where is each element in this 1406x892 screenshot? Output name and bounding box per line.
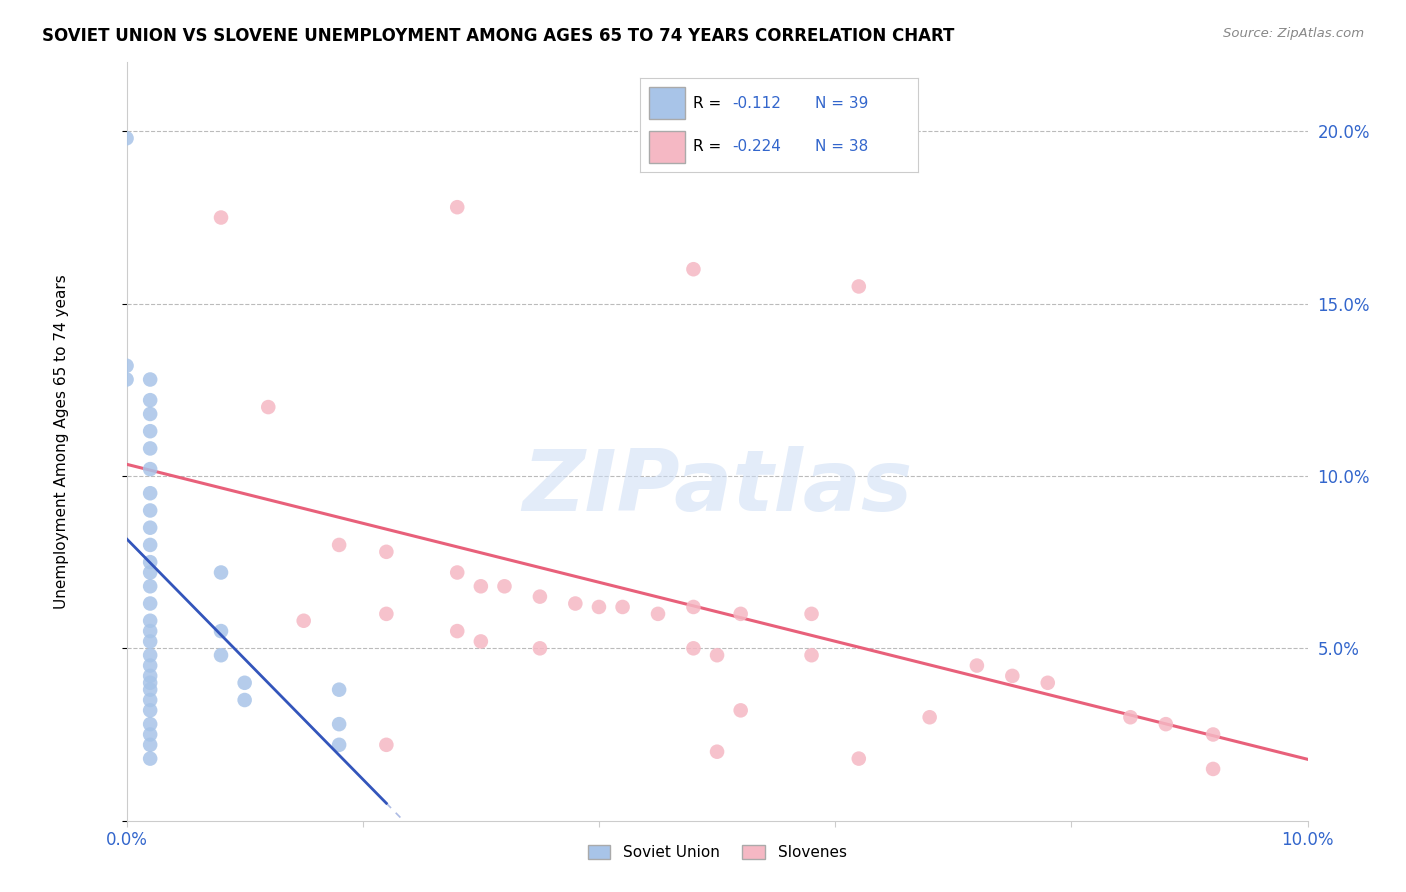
Point bbox=[328, 738, 350, 752]
Point bbox=[139, 372, 162, 386]
Point bbox=[375, 607, 398, 621]
Point bbox=[328, 538, 350, 552]
Point bbox=[139, 503, 162, 517]
Text: Source: ZipAtlas.com: Source: ZipAtlas.com bbox=[1223, 27, 1364, 40]
Point bbox=[470, 579, 492, 593]
Point bbox=[375, 545, 398, 559]
Point bbox=[139, 648, 162, 663]
Point bbox=[1202, 762, 1225, 776]
Point bbox=[139, 624, 162, 639]
Point bbox=[730, 703, 752, 717]
Point bbox=[139, 597, 162, 611]
Point bbox=[209, 624, 232, 639]
Point bbox=[139, 727, 162, 741]
Point bbox=[115, 131, 138, 145]
Point bbox=[139, 462, 162, 476]
Point bbox=[139, 555, 162, 569]
Point bbox=[139, 717, 162, 731]
Point bbox=[139, 614, 162, 628]
Point bbox=[328, 717, 350, 731]
Point bbox=[800, 607, 823, 621]
Point bbox=[682, 599, 704, 614]
Point bbox=[1119, 710, 1142, 724]
Point bbox=[139, 393, 162, 408]
Point bbox=[139, 442, 162, 456]
Text: ZIPatlas: ZIPatlas bbox=[522, 445, 912, 529]
Text: Unemployment Among Ages 65 to 74 years: Unemployment Among Ages 65 to 74 years bbox=[53, 274, 69, 609]
Point bbox=[139, 634, 162, 648]
Point bbox=[564, 597, 586, 611]
Point bbox=[115, 372, 138, 386]
Point bbox=[682, 262, 704, 277]
Point bbox=[470, 634, 492, 648]
Point bbox=[139, 693, 162, 707]
Point bbox=[612, 599, 634, 614]
Point bbox=[209, 566, 232, 580]
Point bbox=[233, 693, 256, 707]
Point bbox=[115, 359, 138, 373]
Point bbox=[706, 745, 728, 759]
Point bbox=[706, 648, 728, 663]
Point bbox=[139, 579, 162, 593]
Point bbox=[328, 682, 350, 697]
Point bbox=[1036, 675, 1059, 690]
Point bbox=[139, 538, 162, 552]
Point bbox=[529, 590, 551, 604]
Point bbox=[257, 400, 280, 414]
Point bbox=[139, 486, 162, 500]
Point bbox=[1154, 717, 1177, 731]
Point bbox=[292, 614, 315, 628]
Point bbox=[848, 751, 870, 765]
Point bbox=[139, 703, 162, 717]
Point bbox=[446, 566, 468, 580]
Point bbox=[730, 607, 752, 621]
Point bbox=[494, 579, 516, 593]
Point bbox=[209, 648, 232, 663]
Text: SOVIET UNION VS SLOVENE UNEMPLOYMENT AMONG AGES 65 TO 74 YEARS CORRELATION CHART: SOVIET UNION VS SLOVENE UNEMPLOYMENT AMO… bbox=[42, 27, 955, 45]
Point bbox=[446, 200, 468, 214]
Point bbox=[375, 738, 398, 752]
Point bbox=[233, 675, 256, 690]
Point bbox=[139, 424, 162, 438]
Point bbox=[446, 624, 468, 639]
Point bbox=[139, 675, 162, 690]
Point bbox=[647, 607, 669, 621]
Point bbox=[139, 738, 162, 752]
Point bbox=[682, 641, 704, 656]
Point bbox=[588, 599, 610, 614]
Point bbox=[139, 751, 162, 765]
Point bbox=[529, 641, 551, 656]
Point bbox=[209, 211, 232, 225]
Point bbox=[800, 648, 823, 663]
Point bbox=[918, 710, 941, 724]
Legend: Soviet Union, Slovenes: Soviet Union, Slovenes bbox=[582, 838, 852, 866]
Point bbox=[139, 669, 162, 683]
Point bbox=[1202, 727, 1225, 741]
Point bbox=[1001, 669, 1024, 683]
Point bbox=[139, 658, 162, 673]
Point bbox=[139, 407, 162, 421]
Point bbox=[139, 566, 162, 580]
Point bbox=[139, 682, 162, 697]
Point bbox=[139, 521, 162, 535]
Point bbox=[848, 279, 870, 293]
Point bbox=[966, 658, 988, 673]
